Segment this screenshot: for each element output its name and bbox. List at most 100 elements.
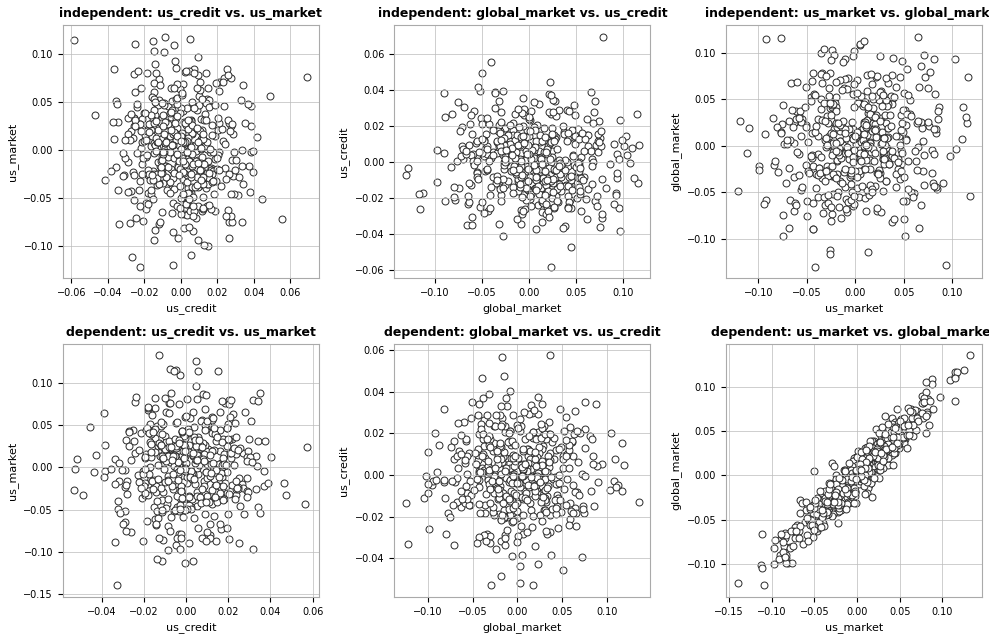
Point [817, 496, 833, 506]
Point [854, 476, 869, 486]
Point [875, 154, 891, 164]
Point [146, 147, 162, 157]
Point [837, 486, 853, 497]
Point [514, 191, 530, 202]
Point [168, 540, 184, 550]
Point [795, 539, 811, 549]
Point [573, 206, 588, 216]
Point [811, 504, 827, 514]
Point [537, 495, 553, 506]
Point [830, 483, 846, 493]
Point [152, 451, 168, 461]
Point [476, 429, 492, 439]
Point [509, 478, 525, 488]
Point [563, 202, 579, 212]
Point [511, 478, 527, 488]
Point [840, 476, 855, 486]
Point [155, 178, 171, 188]
Point [868, 124, 884, 134]
Point [816, 98, 832, 108]
Point [534, 422, 550, 433]
Point [513, 420, 529, 431]
Point [169, 122, 185, 132]
Point [880, 439, 896, 449]
Point [186, 407, 202, 417]
Point [118, 480, 134, 490]
Point [830, 507, 846, 517]
Point [543, 472, 559, 483]
Point [133, 262, 148, 272]
Point [157, 161, 173, 171]
Point [594, 212, 610, 223]
Point [528, 172, 544, 182]
Point [174, 471, 190, 481]
Point [893, 110, 909, 120]
Point [775, 100, 791, 110]
Point [190, 52, 206, 62]
Point [156, 136, 172, 147]
Point [195, 454, 211, 465]
Point [853, 464, 868, 474]
Point [868, 424, 884, 435]
Point [508, 167, 524, 177]
Point [895, 433, 911, 443]
Point [537, 506, 553, 516]
Point [812, 502, 828, 512]
Point [860, 461, 876, 472]
Point [157, 147, 173, 157]
Point [180, 115, 196, 125]
Point [858, 467, 874, 477]
Point [212, 446, 227, 456]
Point [608, 188, 624, 198]
Point [503, 464, 519, 474]
Point [207, 511, 223, 521]
Point [854, 181, 869, 191]
Point [813, 94, 829, 104]
Point [769, 166, 785, 177]
Point [868, 451, 884, 461]
Point [534, 399, 550, 410]
Point [154, 150, 170, 161]
Point [184, 182, 200, 192]
Point [188, 441, 204, 451]
Point [547, 95, 563, 106]
Point [854, 471, 869, 481]
Point [150, 95, 166, 105]
Point [176, 453, 192, 463]
Point [195, 484, 211, 494]
Point [892, 72, 908, 83]
Point [398, 498, 413, 508]
Point [164, 477, 180, 488]
Point [798, 505, 814, 515]
Point [181, 156, 197, 166]
Point [864, 187, 880, 197]
Point [799, 211, 815, 221]
Point [511, 482, 527, 492]
Point [471, 429, 487, 440]
Point [221, 489, 236, 499]
Point [482, 190, 497, 200]
Point [494, 419, 509, 429]
Point [457, 455, 473, 465]
Point [141, 127, 157, 137]
Point [896, 88, 912, 99]
Point [490, 494, 505, 504]
Point [490, 476, 505, 486]
Point [472, 467, 488, 477]
Point [510, 140, 526, 150]
Point [858, 115, 874, 125]
Point [546, 136, 562, 147]
Point [849, 452, 864, 462]
Point [483, 153, 498, 163]
Point [153, 118, 169, 128]
Point [482, 531, 497, 541]
Point [811, 499, 827, 509]
Point [797, 102, 813, 112]
Point [176, 440, 192, 450]
Point [846, 498, 861, 508]
Point [834, 493, 850, 503]
Point [487, 488, 502, 499]
Point [871, 428, 887, 438]
Point [189, 124, 205, 134]
Point [498, 139, 514, 149]
